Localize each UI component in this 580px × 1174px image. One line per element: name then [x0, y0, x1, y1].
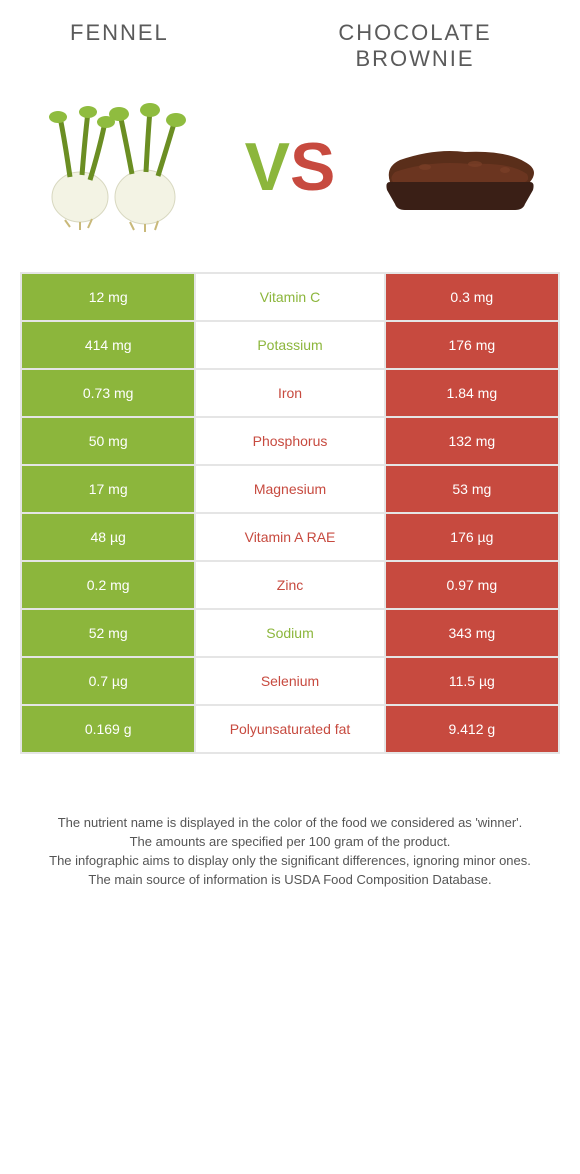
right-value: 0.97 mg	[386, 562, 560, 610]
left-value: 52 mg	[22, 610, 196, 658]
title-right: Chocolate Brownie	[300, 20, 540, 72]
left-value: 0.169 g	[22, 706, 196, 754]
table-row: 48 µgVitamin A RAE176 µg	[22, 514, 560, 562]
table-row: 52 mgSodium343 mg	[22, 610, 560, 658]
nutrient-label: Selenium	[196, 658, 385, 706]
title-left: Fennel	[40, 20, 300, 46]
left-value: 414 mg	[22, 322, 196, 370]
footnote-line: The infographic aims to display only the…	[40, 852, 540, 871]
nutrient-label: Vitamin A RAE	[196, 514, 385, 562]
comparison-table: 12 mgVitamin C0.3 mg414 mgPotassium176 m…	[20, 272, 560, 754]
left-value: 12 mg	[22, 274, 196, 322]
nutrient-label: Sodium	[196, 610, 385, 658]
nutrient-label: Phosphorus	[196, 418, 385, 466]
brownie-image	[370, 102, 550, 232]
table-row: 50 mgPhosphorus132 mg	[22, 418, 560, 466]
nutrient-label: Magnesium	[196, 466, 385, 514]
table-row: 0.169 gPolyunsaturated fat9.412 g	[22, 706, 560, 754]
right-value: 343 mg	[386, 610, 560, 658]
left-value: 48 µg	[22, 514, 196, 562]
nutrient-label: Potassium	[196, 322, 385, 370]
right-value: 1.84 mg	[386, 370, 560, 418]
footnote-line: The main source of information is USDA F…	[40, 871, 540, 890]
table-row: 12 mgVitamin C0.3 mg	[22, 274, 560, 322]
left-value: 0.2 mg	[22, 562, 196, 610]
fennel-image	[30, 102, 210, 232]
right-value: 9.412 g	[386, 706, 560, 754]
footnote-line: The nutrient name is displayed in the co…	[40, 814, 540, 833]
right-value: 0.3 mg	[386, 274, 560, 322]
nutrient-label: Zinc	[196, 562, 385, 610]
vs-label: VS	[245, 128, 336, 206]
footnotes: The nutrient name is displayed in the co…	[40, 814, 540, 889]
nutrient-label: Polyunsaturated fat	[196, 706, 385, 754]
left-value: 0.7 µg	[22, 658, 196, 706]
left-value: 0.73 mg	[22, 370, 196, 418]
nutrient-label: Iron	[196, 370, 385, 418]
right-value: 176 µg	[386, 514, 560, 562]
right-value: 11.5 µg	[386, 658, 560, 706]
table-row: 17 mgMagnesium53 mg	[22, 466, 560, 514]
table-row: 0.73 mgIron1.84 mg	[22, 370, 560, 418]
vs-v: V	[245, 128, 290, 206]
right-value: 176 mg	[386, 322, 560, 370]
right-value: 132 mg	[386, 418, 560, 466]
header: Fennel Chocolate Brownie	[0, 0, 580, 82]
table-row: 0.2 mgZinc0.97 mg	[22, 562, 560, 610]
vs-s: S	[290, 128, 335, 206]
left-value: 50 mg	[22, 418, 196, 466]
hero-row: VS	[0, 82, 580, 272]
footnote-line: The amounts are specified per 100 gram o…	[40, 833, 540, 852]
table-row: 414 mgPotassium176 mg	[22, 322, 560, 370]
table-row: 0.7 µgSelenium11.5 µg	[22, 658, 560, 706]
left-value: 17 mg	[22, 466, 196, 514]
nutrient-label: Vitamin C	[196, 274, 385, 322]
right-value: 53 mg	[386, 466, 560, 514]
